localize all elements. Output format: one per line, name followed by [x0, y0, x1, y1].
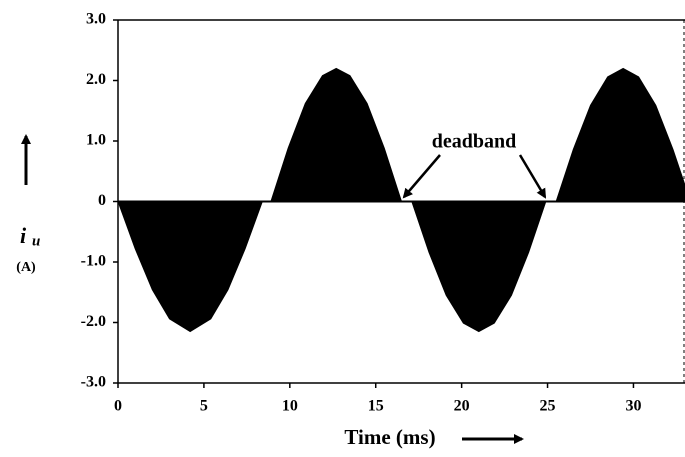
x-tick-label: 5	[200, 398, 208, 415]
x-axis-label: Time (ms)	[344, 425, 435, 449]
y-tick-label: 3.0	[86, 11, 106, 28]
x-tick-label: 30	[625, 398, 641, 415]
annotation-arrow	[402, 154, 441, 199]
y-axis-label: i	[20, 223, 27, 248]
y-unit: (A)	[16, 260, 36, 275]
x-tick-label: 10	[282, 398, 298, 415]
area	[117, 67, 685, 333]
annotation-arrow	[518, 154, 547, 199]
y-axis-label-sub: u	[32, 233, 40, 249]
x-tick-label: 0	[114, 398, 122, 415]
y-tick-label: 1.0	[86, 132, 106, 149]
x-tick-label: 15	[368, 398, 384, 415]
y-tick-label: 2.0	[86, 71, 106, 88]
annotation: deadband	[432, 131, 517, 153]
x-tick-label: 20	[454, 398, 470, 415]
x-tick-label: 25	[540, 398, 556, 415]
y-tick-label: -3.0	[81, 374, 106, 391]
y-tick-label: -1.0	[81, 253, 106, 270]
y-tick-label: 0	[98, 192, 106, 209]
y-tick-label: -2.0	[81, 313, 106, 330]
